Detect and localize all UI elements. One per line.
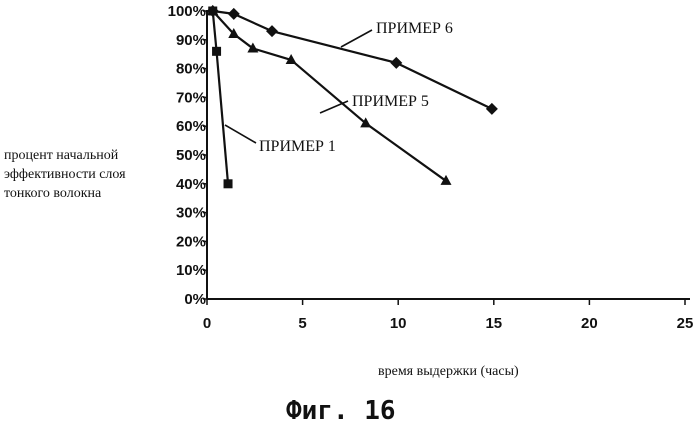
y-tick-label: 80% [176,61,206,78]
x-axis-label: время выдержки (часы) [378,364,519,379]
series-пример-1 [208,7,232,189]
y-axis-label-line-2: эффективности слоя [4,167,126,182]
series-label-example-6: ПРИМЕР 6 [341,20,453,47]
series-line [213,11,228,184]
diamond-point [266,25,278,37]
figure-caption: Фиг. 16 [286,396,396,426]
label-example-6: ПРИМЕР 6 [376,20,453,37]
y-tick-label: 100% [168,3,206,20]
y-tick-label: 0% [184,291,206,308]
y-tick-label: 20% [176,233,206,250]
diamond-point [228,8,240,20]
y-axis-label-line-1: процент начальной [4,148,119,163]
y-tick-label: 50% [176,147,206,164]
series-label-example-5: ПРИМЕР 5 [320,93,429,113]
label-example-1: ПРИМЕР 1 [259,138,336,155]
leader-line-example-5 [320,101,348,113]
triangle-point [441,175,452,185]
y-tick-label: 90% [176,32,206,49]
leader-line-example-1 [225,125,256,143]
y-tick-label: 40% [176,176,206,193]
series-label-example-1: ПРИМЕР 1 [225,125,336,155]
label-example-5: ПРИМЕР 5 [352,93,429,110]
x-tick-label: 0 [203,315,211,332]
leader-line-example-6 [341,30,372,47]
y-axis-label: процент начальной эффективности слоя тон… [4,148,126,201]
y-axis-label-line-3: тонкого волокна [4,186,102,201]
diamond-point [390,57,402,69]
x-tick-label: 5 [298,315,306,332]
axes: 0 5 10 15 20 25 0% 10% 20% 30% 40% 50% 60% 70% 80% 90% 1… [168,3,694,332]
triangle-point [247,42,258,52]
y-tick-label: 30% [176,205,206,222]
diamond-point [486,103,498,115]
y-tick-label: 10% [176,262,206,279]
square-point [224,179,233,188]
x-tick-label: 10 [390,315,407,332]
y-tick-label: 70% [176,89,206,106]
y-tick-label: 60% [176,118,206,135]
square-point [212,47,221,56]
x-tick-label: 20 [581,315,598,332]
x-tick-label: 15 [485,315,502,332]
x-tick-label: 25 [677,315,694,332]
